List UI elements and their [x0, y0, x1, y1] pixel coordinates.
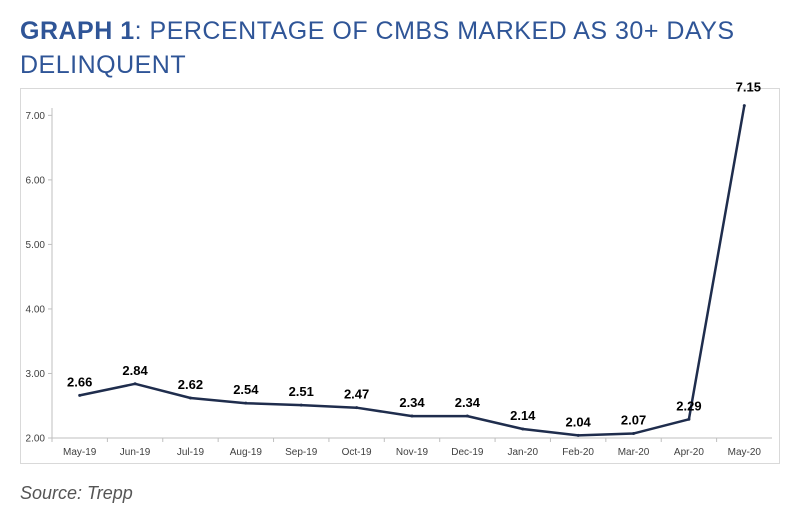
data-point — [576, 433, 580, 437]
data-labels: 2.66 2.84 2.62 2.54 2.51 2.47 2.34 2.34 2.14 2.04… — [67, 80, 761, 430]
data-label: 2.07 — [621, 412, 646, 427]
source-note: Source: Trepp — [20, 483, 133, 503]
chart-title-bold: GRAPH 1 — [20, 17, 135, 45]
y-tick-label: 5.00 — [26, 240, 46, 251]
data-point — [632, 431, 636, 435]
x-tick-label: Dec-19 — [451, 447, 484, 458]
data-point — [299, 403, 303, 407]
chart-title-rest: : PERCENTAGE OF CMBS MARKED AS 30+ DAYS … — [20, 17, 735, 79]
x-tick-label: Sep-19 — [285, 447, 318, 458]
y-tick-label: 7.00 — [26, 111, 46, 122]
chart-title: GRAPH 1: PERCENTAGE OF CMBS MARKED AS 30… — [20, 14, 780, 82]
y-tick-labels: 2.00 3.00 4.00 5.00 6.00 7.00 — [26, 111, 52, 445]
data-label: 2.66 — [67, 374, 92, 389]
x-tick-label: May-19 — [63, 447, 97, 458]
data-label: 2.34 — [455, 395, 481, 410]
data-label: 2.54 — [233, 382, 259, 397]
x-tick-label: May-20 — [728, 447, 762, 458]
y-tick-label: 3.00 — [26, 369, 46, 380]
y-tick-label: 4.00 — [26, 304, 46, 315]
y-tick-label: 2.00 — [26, 434, 46, 445]
y-tick-label: 6.00 — [26, 175, 46, 186]
data-label: 2.84 — [122, 363, 148, 378]
x-tick-label: Jan-20 — [507, 447, 538, 458]
x-tick-label: Jul-19 — [177, 447, 205, 458]
data-label: 2.34 — [399, 395, 425, 410]
x-tick-labels: May-19 Jun-19 Jul-19 Aug-19 Sep-19 Oct-19 Nov-… — [51, 438, 762, 458]
data-point — [687, 417, 691, 421]
chart-frame — [20, 88, 780, 464]
data-label: 2.47 — [344, 387, 369, 402]
x-tick-label: Oct-19 — [342, 447, 372, 458]
data-point — [355, 406, 359, 410]
data-points — [78, 104, 746, 437]
data-label: 2.51 — [289, 384, 314, 399]
x-tick-label: Feb-20 — [562, 447, 594, 458]
data-point — [244, 401, 248, 405]
x-tick-label: Nov-19 — [396, 447, 429, 458]
data-point — [465, 414, 469, 418]
x-tick-label: Aug-19 — [230, 447, 263, 458]
data-label: 7.15 — [736, 80, 761, 95]
data-label: 2.29 — [676, 398, 701, 413]
x-tick-label: Jun-19 — [120, 447, 151, 458]
data-point — [133, 382, 137, 386]
x-tick-label: Mar-20 — [618, 447, 650, 458]
x-tick-label: Apr-20 — [674, 447, 704, 458]
data-point — [742, 104, 746, 108]
data-point — [78, 393, 82, 397]
data-point — [410, 414, 414, 418]
data-point — [188, 396, 192, 400]
data-label: 2.62 — [178, 377, 203, 392]
data-label: 2.04 — [565, 414, 591, 429]
data-label: 2.14 — [510, 408, 536, 423]
data-point — [521, 427, 525, 431]
